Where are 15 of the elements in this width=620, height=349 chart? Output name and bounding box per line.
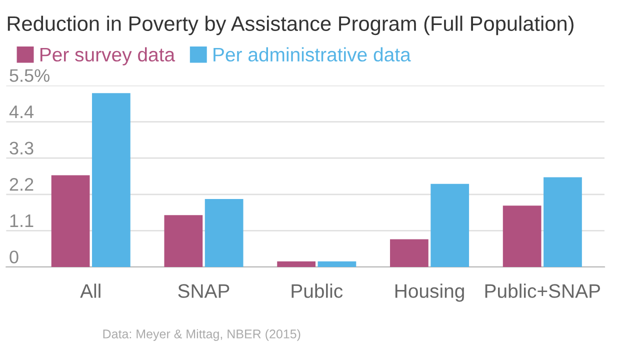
x-tick-label: Public xyxy=(292,284,343,298)
y-tick-label: 2.2 xyxy=(10,178,34,191)
x-tick-label: All xyxy=(80,284,100,298)
legend-label: Per administrative data xyxy=(214,47,411,62)
y-tick-label: 3.3 xyxy=(10,142,34,155)
chart-title: Reduction in Poverty by Assistance Program (Full Population) xyxy=(8,16,574,36)
y-tick-label: 1.1 xyxy=(10,214,34,227)
x-tick-label: Public+SNAP xyxy=(485,284,600,298)
legend-label: Per survey data xyxy=(40,47,176,66)
y-tick-label: 5.5% xyxy=(10,69,50,82)
x-tick-label: Housing xyxy=(395,284,464,302)
x-tick-label: SNAP xyxy=(178,284,230,298)
text: Data: Meyer & Mittag, NBER (2015) xyxy=(103,329,300,341)
y-tick-label: 4.4 xyxy=(9,106,34,118)
y-tick-label: 0 xyxy=(10,250,18,264)
